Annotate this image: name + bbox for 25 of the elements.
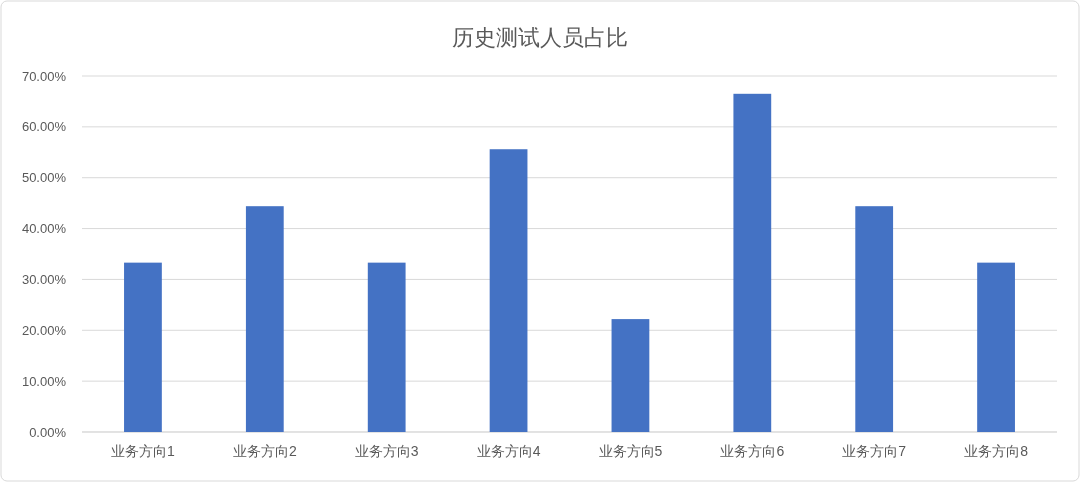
bar	[124, 262, 162, 432]
y-tick-label: 0.00%	[29, 424, 67, 440]
x-tick-label: 业务方向6	[720, 443, 785, 459]
y-tick-label: 10.00%	[21, 373, 67, 389]
bar	[489, 149, 528, 432]
x-tick-label: 业务方向1	[111, 443, 176, 459]
bar	[977, 262, 1015, 432]
x-tick-label: 业务方向8	[964, 443, 1029, 459]
x-tick-label: 业务方向5	[598, 443, 663, 459]
y-tick-label: 30.00%	[21, 271, 67, 287]
bar	[367, 262, 406, 432]
y-tick-label: 60.00%	[21, 119, 67, 135]
chart-title: 历史测试人员占比	[452, 25, 628, 50]
x-tick-label: 业务方向7	[842, 443, 907, 459]
bar	[733, 93, 772, 432]
y-tick-label: 70.00%	[21, 68, 67, 84]
x-tick-label: 业务方向2	[232, 443, 297, 459]
bar	[855, 206, 894, 432]
x-tick-label: 业务方向3	[354, 443, 419, 459]
y-tick-label: 20.00%	[21, 322, 67, 338]
y-tick-label: 40.00%	[21, 221, 67, 237]
bar	[245, 206, 284, 432]
bar	[611, 319, 650, 432]
x-tick-label: 业务方向4	[476, 443, 541, 459]
y-tick-label: 50.00%	[21, 170, 67, 186]
